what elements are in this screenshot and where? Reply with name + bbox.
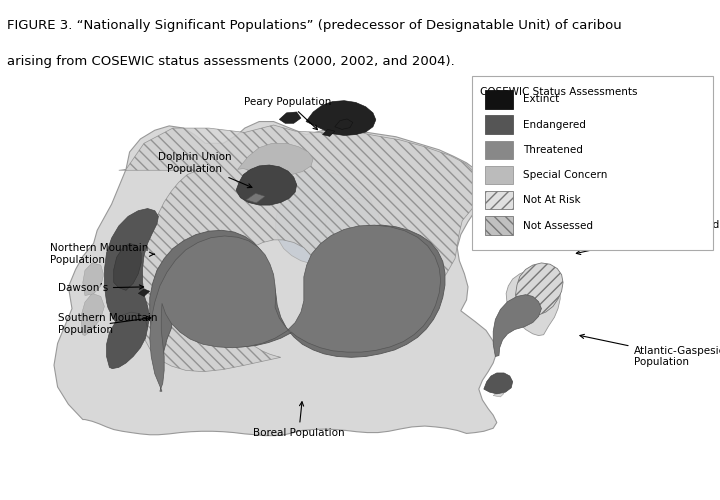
Bar [485, 140, 513, 159]
Polygon shape [150, 225, 445, 358]
Text: Dawson’s: Dawson’s [58, 283, 143, 293]
Text: Special Concern: Special Concern [523, 170, 608, 180]
Polygon shape [114, 244, 141, 290]
Polygon shape [83, 263, 104, 296]
Polygon shape [104, 208, 158, 334]
Polygon shape [276, 170, 374, 265]
Polygon shape [138, 289, 150, 296]
Text: Endangered: Endangered [523, 120, 586, 130]
Polygon shape [107, 312, 148, 368]
Polygon shape [306, 100, 376, 136]
Text: Southern Mountain
Population: Southern Mountain Population [58, 313, 157, 334]
Text: Threatened: Threatened [523, 145, 583, 155]
Polygon shape [246, 194, 265, 203]
Polygon shape [81, 294, 104, 336]
Text: Peary Population: Peary Population [244, 97, 332, 130]
Text: Dolphin Union
Population: Dolphin Union Population [158, 152, 252, 188]
Polygon shape [493, 392, 504, 397]
Polygon shape [325, 198, 380, 265]
Text: Northern Mountain
Population: Northern Mountain Population [50, 244, 154, 265]
Text: Boreal Population: Boreal Population [253, 402, 345, 438]
Polygon shape [54, 122, 497, 436]
Polygon shape [484, 373, 513, 394]
Text: arising from COSEWIC status assessments (2000, 2002, and 2004).: arising from COSEWIC status assessments … [7, 54, 455, 68]
Polygon shape [323, 130, 335, 136]
Bar [485, 216, 513, 234]
Bar [485, 166, 513, 184]
Polygon shape [506, 270, 560, 336]
Text: Newfoundland
Population: Newfoundland Population [576, 220, 720, 254]
Polygon shape [493, 294, 541, 356]
Polygon shape [335, 119, 353, 130]
Text: Not At Risk: Not At Risk [523, 196, 581, 205]
Polygon shape [119, 125, 481, 372]
Text: Not Assessed: Not Assessed [523, 220, 593, 230]
Text: Extinct: Extinct [523, 94, 559, 104]
Text: FIGURE 3. “Nationally Significant Populations” (predecessor of Designatable Unit: FIGURE 3. “Nationally Significant Popula… [7, 18, 622, 32]
Bar [485, 191, 513, 210]
Bar [485, 90, 513, 108]
Polygon shape [279, 112, 301, 124]
Text: Atlantic-Gaspesie
Population: Atlantic-Gaspesie Population [580, 334, 720, 367]
Polygon shape [238, 144, 313, 176]
Bar [472, 76, 713, 250]
Bar [485, 116, 513, 134]
Polygon shape [150, 225, 441, 391]
Polygon shape [516, 263, 563, 316]
Polygon shape [236, 165, 297, 205]
Polygon shape [488, 384, 500, 390]
Text: COSEWIC Status Assessments: COSEWIC Status Assessments [480, 87, 638, 97]
